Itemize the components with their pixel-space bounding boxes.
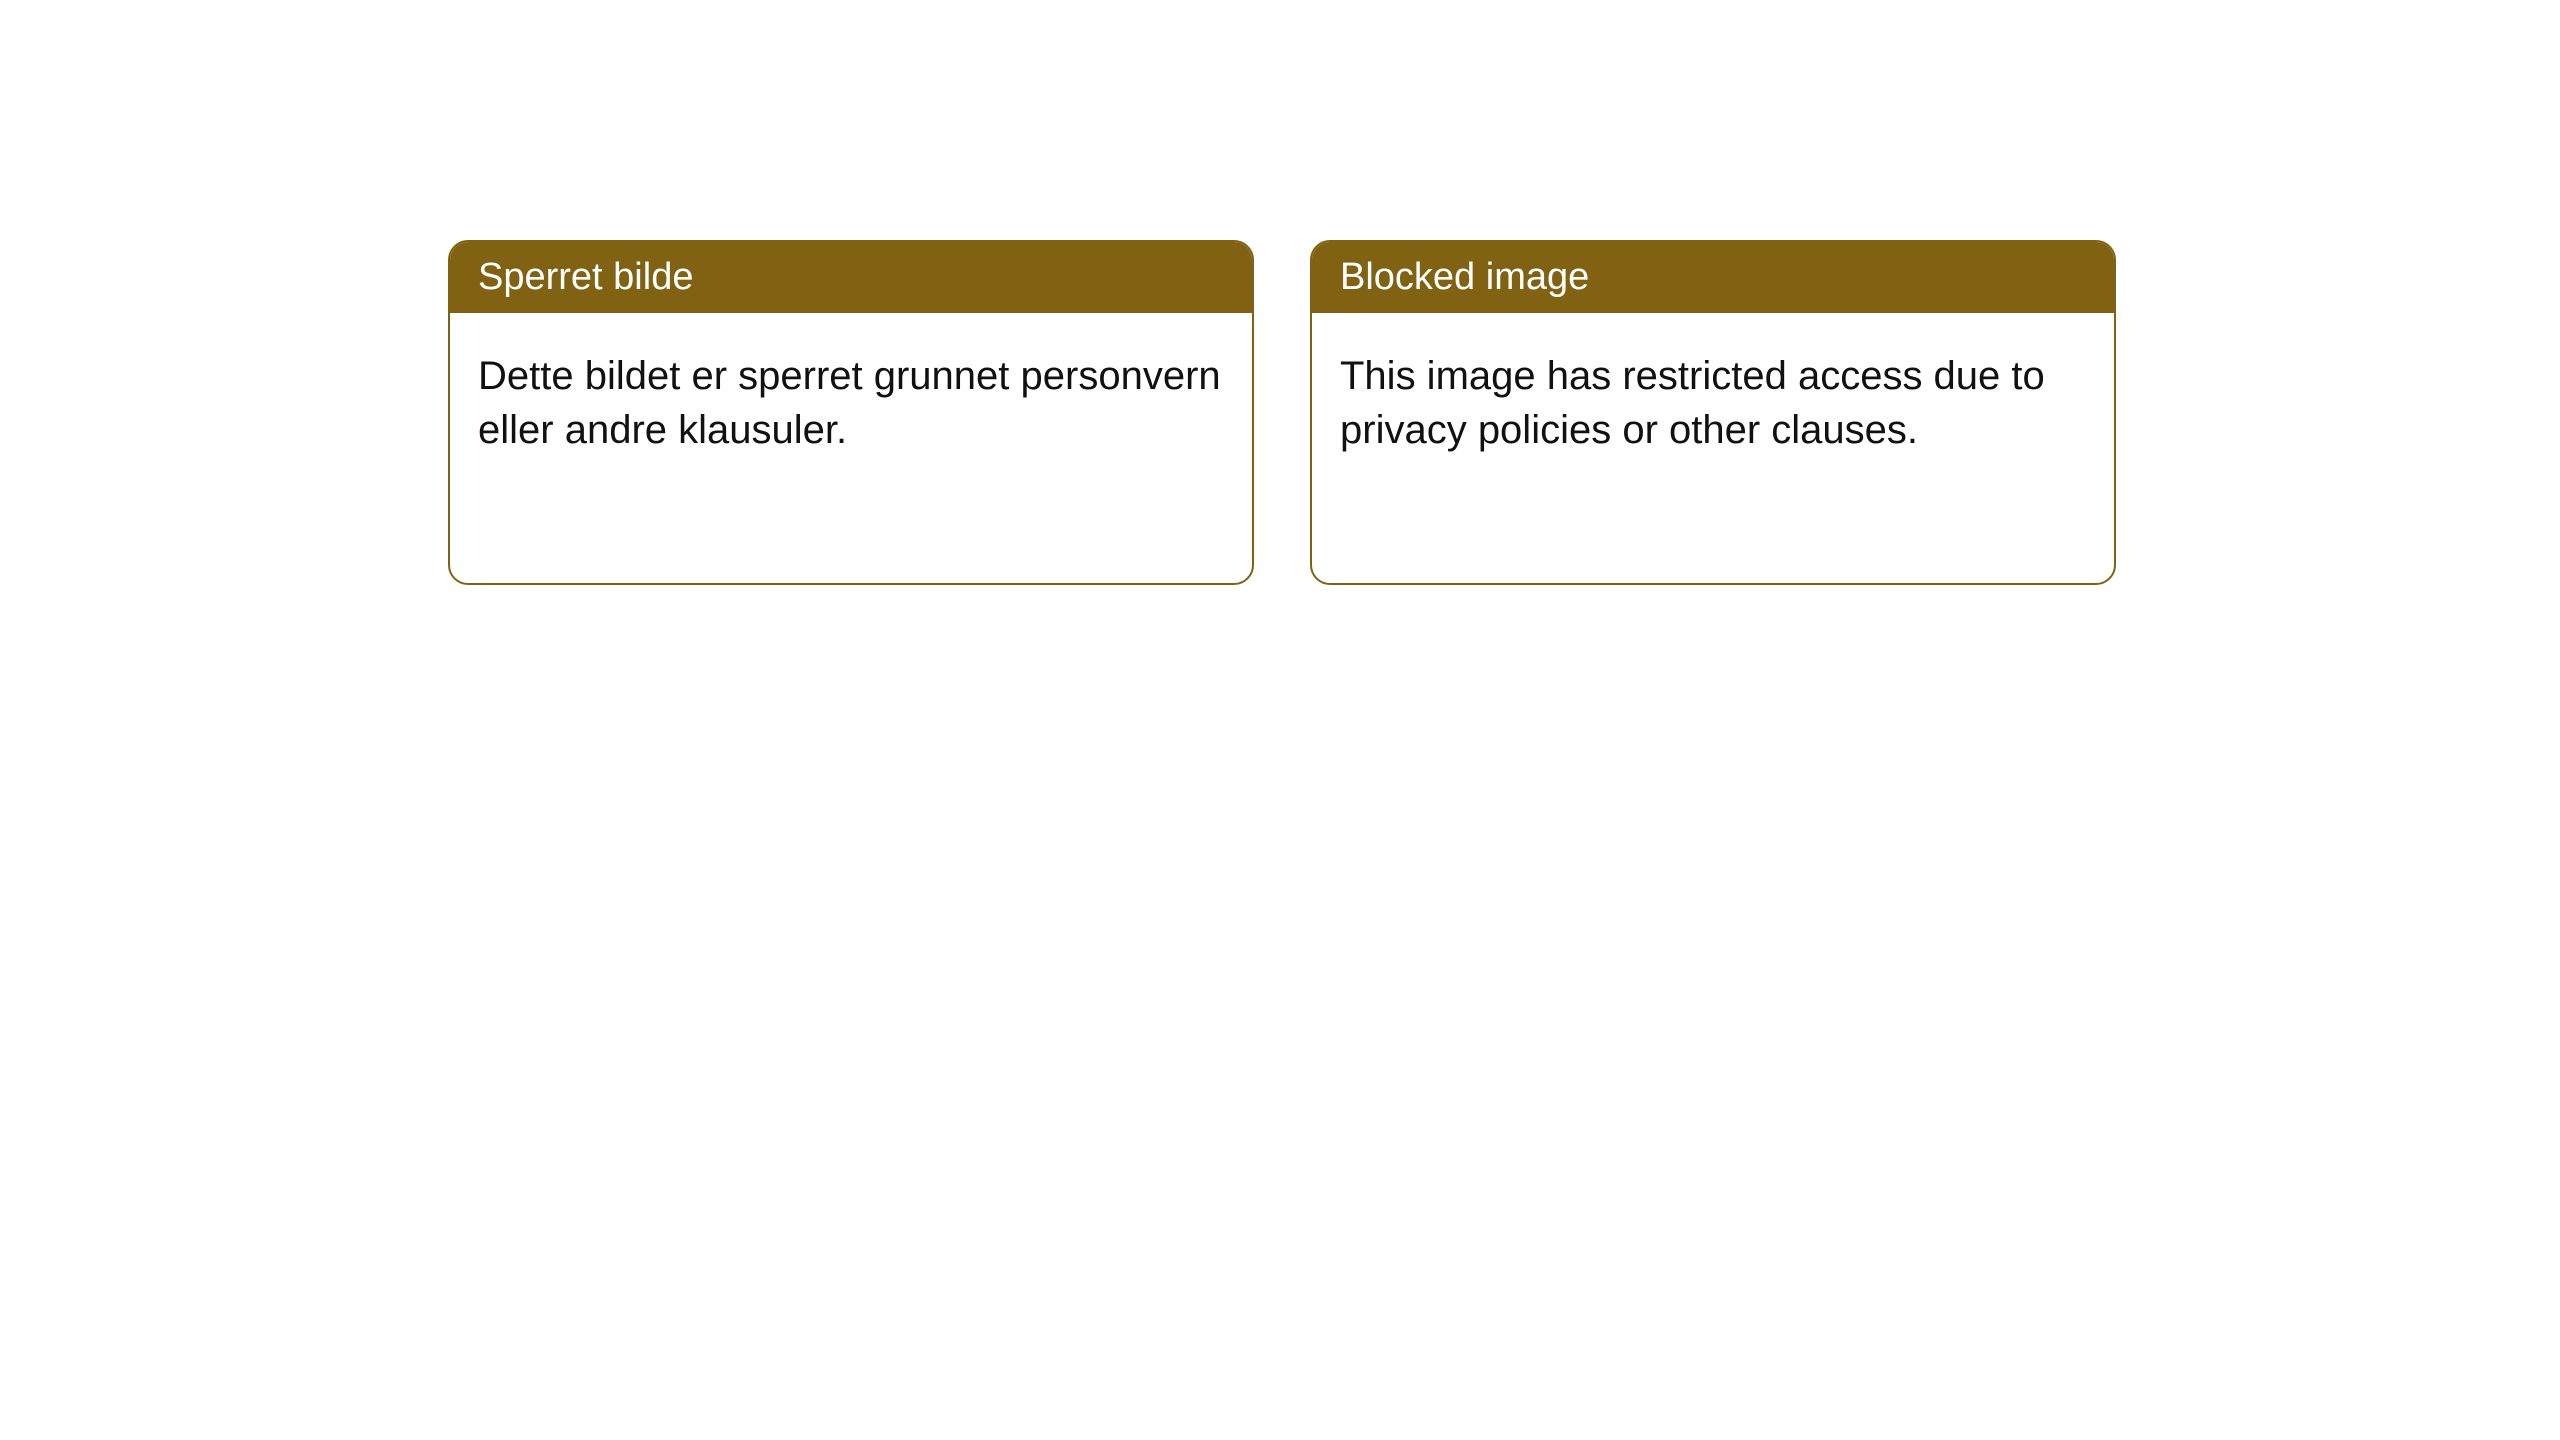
card-body-text: Dette bildet er sperret grunnet personve… — [478, 354, 1221, 452]
notice-card-norwegian: Sperret bilde Dette bildet er sperret gr… — [448, 240, 1254, 585]
notice-container: Sperret bilde Dette bildet er sperret gr… — [0, 0, 2560, 585]
card-body-text: This image has restricted access due to … — [1340, 354, 2045, 452]
notice-card-english: Blocked image This image has restricted … — [1310, 240, 2116, 585]
card-body: Dette bildet er sperret grunnet personve… — [450, 313, 1252, 583]
card-title: Blocked image — [1340, 256, 1589, 298]
card-header: Blocked image — [1312, 242, 2114, 313]
card-title: Sperret bilde — [478, 256, 693, 298]
card-header: Sperret bilde — [450, 242, 1252, 313]
card-body: This image has restricted access due to … — [1312, 313, 2114, 583]
